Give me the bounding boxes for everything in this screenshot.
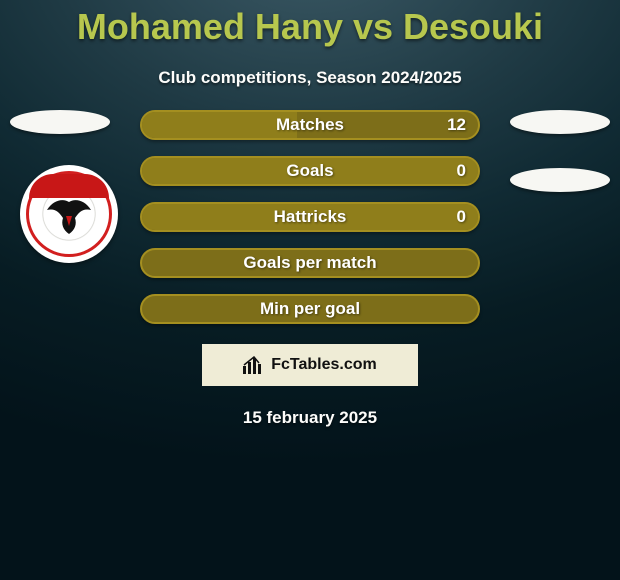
brand-text: FcTables.com bbox=[271, 356, 377, 374]
stat-bar-label: Goals per match bbox=[142, 250, 478, 276]
stat-bar-value: 12 bbox=[447, 112, 466, 138]
stat-bar: Matches12 bbox=[140, 110, 480, 140]
bars-chart-icon bbox=[243, 356, 265, 374]
stat-bar-value: 0 bbox=[457, 204, 466, 230]
stat-bar: Hattricks0 bbox=[140, 202, 480, 232]
stat-bar-label: Hattricks bbox=[142, 204, 478, 230]
left-player-column bbox=[10, 110, 110, 134]
page-subtitle: Club competitions, Season 2024/2025 bbox=[0, 68, 620, 88]
player-name-pill bbox=[10, 110, 110, 134]
eagle-icon bbox=[43, 196, 95, 236]
stat-bar: Goals0 bbox=[140, 156, 480, 186]
stat-bar-value: 0 bbox=[457, 158, 466, 184]
right-player-column bbox=[510, 110, 610, 192]
club-badge-ring bbox=[26, 171, 112, 257]
stat-bar-label: Goals bbox=[142, 158, 478, 184]
player-name-pill bbox=[510, 110, 610, 134]
stats-bars: Matches12Goals0Hattricks0Goals per match… bbox=[140, 110, 480, 324]
player-club-pill bbox=[510, 168, 610, 192]
stat-bar: Min per goal bbox=[140, 294, 480, 324]
infographic-card: Mohamed Hany vs Desouki Club competition… bbox=[0, 0, 620, 428]
stat-bar-label: Min per goal bbox=[142, 296, 478, 322]
page-title: Mohamed Hany vs Desouki bbox=[0, 0, 620, 48]
stat-bar-label: Matches bbox=[142, 112, 478, 138]
comparison-layout: Matches12Goals0Hattricks0Goals per match… bbox=[0, 110, 620, 324]
club-badge bbox=[20, 165, 118, 263]
club-badge-top bbox=[29, 174, 109, 198]
stat-bar: Goals per match bbox=[140, 248, 480, 278]
infographic-date: 15 february 2025 bbox=[0, 408, 620, 428]
brand-box: FcTables.com bbox=[202, 344, 418, 386]
